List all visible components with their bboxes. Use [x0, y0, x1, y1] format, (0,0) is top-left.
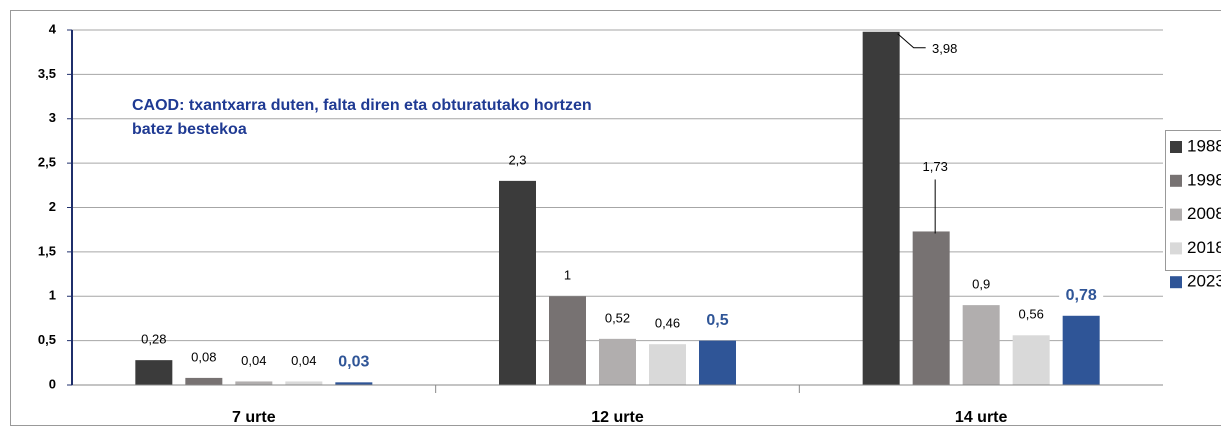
x-tick-label: 14 urte [955, 409, 1008, 426]
bar [962, 305, 1000, 385]
data-label: 0,52 [605, 310, 630, 325]
data-label: 0,08 [191, 349, 216, 364]
data-label: 0,04 [241, 353, 266, 368]
legend-swatch [1170, 276, 1182, 289]
bar [499, 180, 536, 385]
bar [549, 296, 586, 385]
data-label: 1,73 [923, 159, 948, 174]
bar [862, 31, 900, 386]
y-tick-label: 2,5 [38, 155, 56, 170]
data-label: 0,9 [972, 277, 990, 292]
legend-label: 2018 [1187, 238, 1221, 257]
bar [599, 338, 636, 385]
label-background [331, 351, 376, 374]
data-label: 1 [564, 268, 571, 283]
y-tick-label: 1,5 [38, 243, 56, 258]
bar [235, 381, 273, 385]
legend-label: 2008 [1187, 204, 1221, 223]
x-tick-label: 7 urte [232, 409, 276, 426]
legend-label: 2023 [1187, 272, 1221, 291]
y-tick-label: 3,5 [38, 66, 56, 81]
bar [649, 344, 686, 385]
data-label: 2,3 [508, 152, 526, 167]
bar [1012, 335, 1050, 385]
chart-title: CAOD: txantxarra duten, falta diren eta … [132, 97, 592, 114]
data-label: 3,98 [932, 41, 957, 56]
legend-label: 1998 [1187, 170, 1221, 189]
y-tick-label: 0,5 [38, 332, 56, 347]
bar [285, 381, 323, 385]
data-label: 0,03 [338, 354, 369, 371]
bar [699, 340, 736, 385]
data-label: 0,5 [706, 312, 728, 329]
chart-title: batez bestekoa [132, 121, 247, 138]
y-tick-label: 2 [49, 199, 56, 214]
data-label: 0,28 [141, 332, 166, 347]
bar [912, 231, 950, 385]
bar [135, 360, 173, 385]
bar [185, 377, 223, 385]
legend-swatch [1170, 174, 1182, 187]
data-label: 0,56 [1019, 307, 1044, 322]
y-tick-label: 1 [49, 288, 56, 303]
bar [1062, 315, 1100, 385]
y-tick-label: 3 [49, 110, 56, 125]
data-label: 0,46 [655, 316, 680, 331]
leader-line [897, 33, 926, 49]
y-tick-label: 0 [49, 376, 56, 391]
legend-swatch [1170, 141, 1182, 153]
data-label: 0,78 [1066, 287, 1097, 304]
legend-box [1165, 130, 1221, 271]
y-tick-label: 4 [49, 21, 57, 36]
data-label: 0,04 [291, 353, 316, 368]
legend-label: 1988 [1187, 136, 1221, 155]
label-background [695, 309, 740, 332]
label-background [1059, 284, 1104, 307]
bar [335, 382, 373, 385]
legend-swatch [1170, 208, 1182, 221]
x-tick-label: 12 urte [591, 409, 644, 426]
legend-swatch [1170, 242, 1182, 255]
